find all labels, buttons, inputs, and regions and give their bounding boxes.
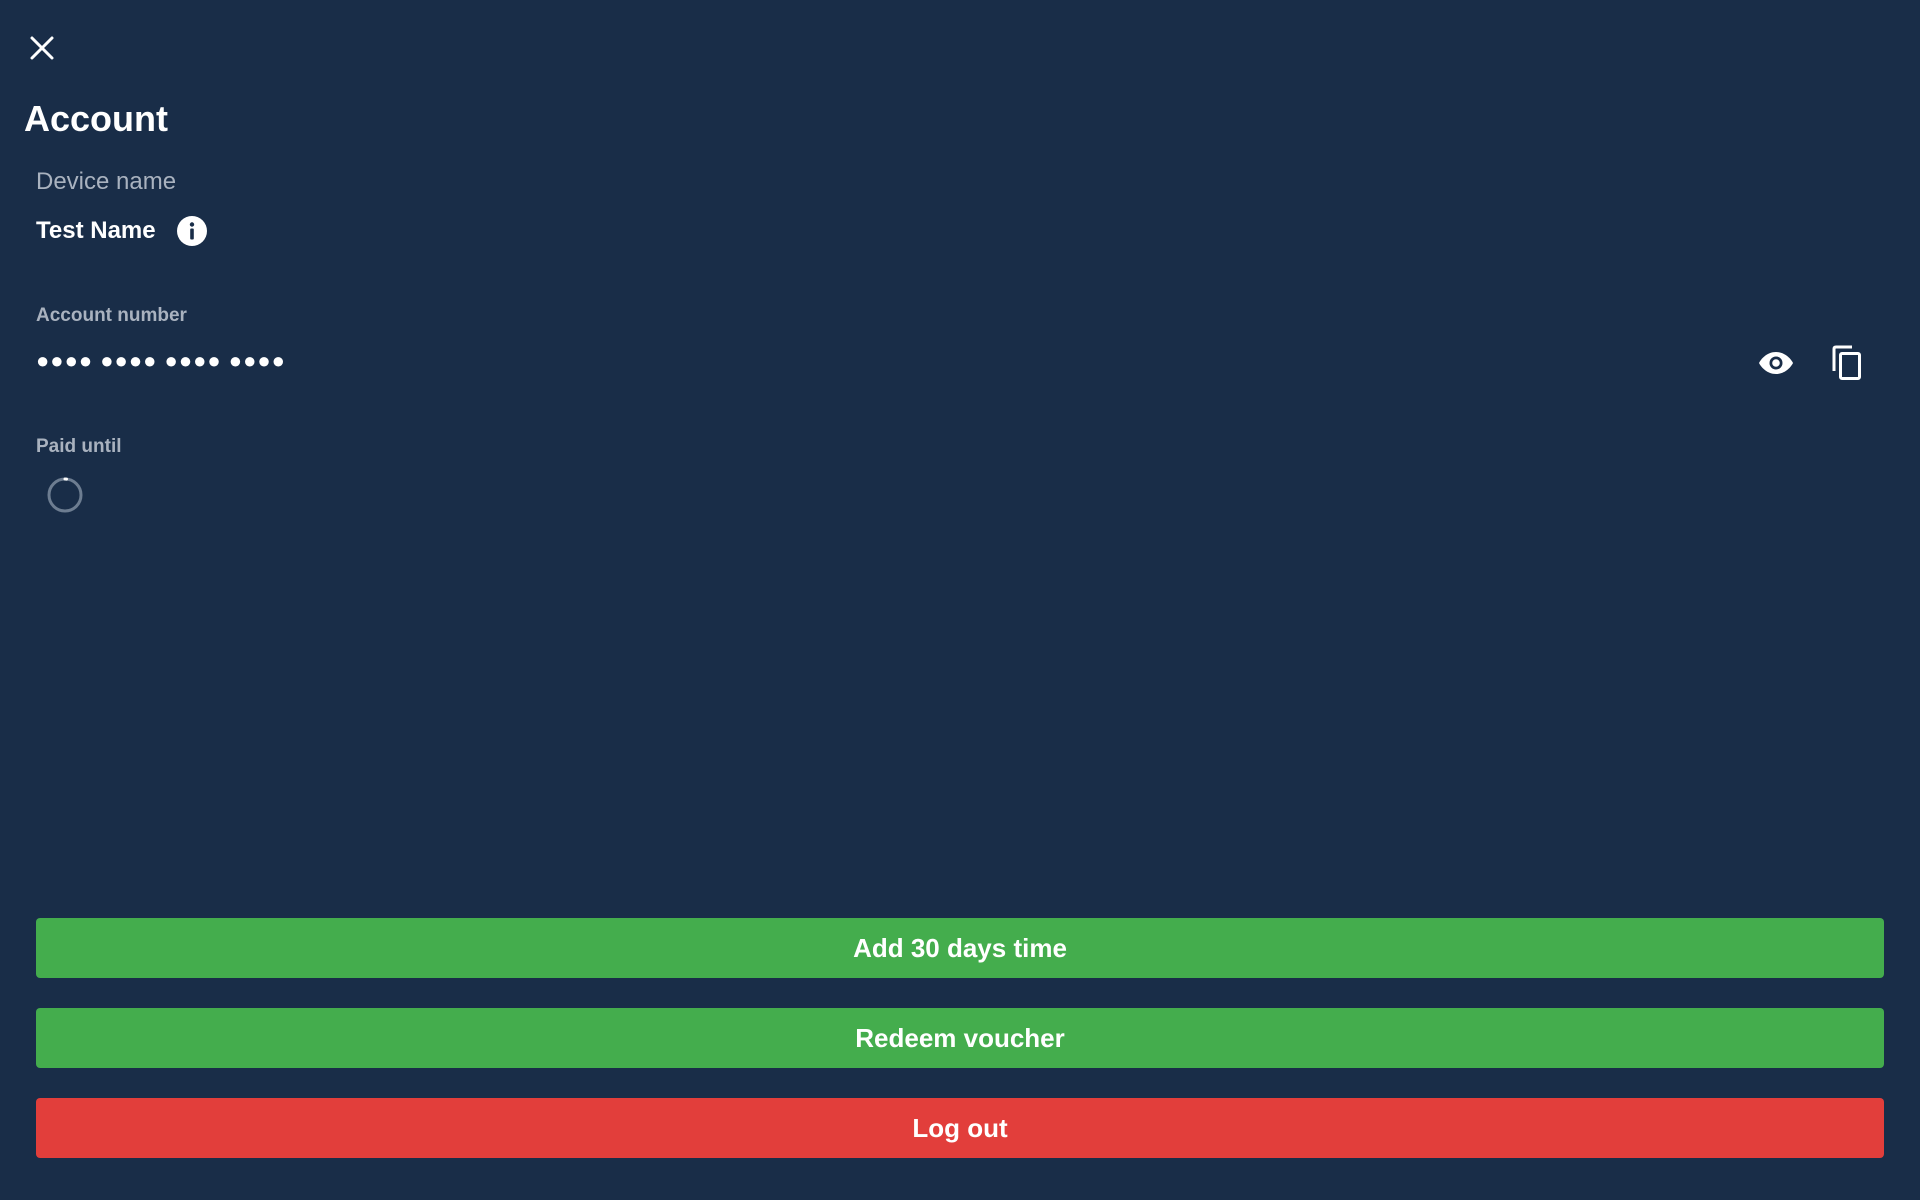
info-icon xyxy=(176,216,207,246)
device-info-button[interactable] xyxy=(176,215,208,247)
account-number-value: ●●●● ●●●● ●●●● ●●●● xyxy=(36,348,286,373)
eye-icon xyxy=(1759,352,1793,374)
page-title: Account xyxy=(24,98,168,139)
close-button[interactable] xyxy=(24,30,60,66)
device-name-label: Device name xyxy=(36,168,177,195)
close-icon xyxy=(30,36,54,60)
device-name-row: Test Name xyxy=(36,215,208,247)
redeem-voucher-button[interactable]: Redeem voucher xyxy=(36,1008,1884,1068)
add-time-button[interactable]: Add 30 days time xyxy=(36,918,1884,978)
copy-icon xyxy=(1832,345,1861,380)
show-account-number-button[interactable] xyxy=(1752,339,1800,387)
device-name-value: Test Name xyxy=(36,217,156,244)
loading-spinner-icon xyxy=(47,477,83,513)
account-number-label: Account number xyxy=(36,305,187,326)
logout-button[interactable]: Log out xyxy=(36,1098,1884,1158)
copy-account-number-button[interactable] xyxy=(1823,339,1871,387)
paid-until-label: Paid until xyxy=(36,436,122,457)
